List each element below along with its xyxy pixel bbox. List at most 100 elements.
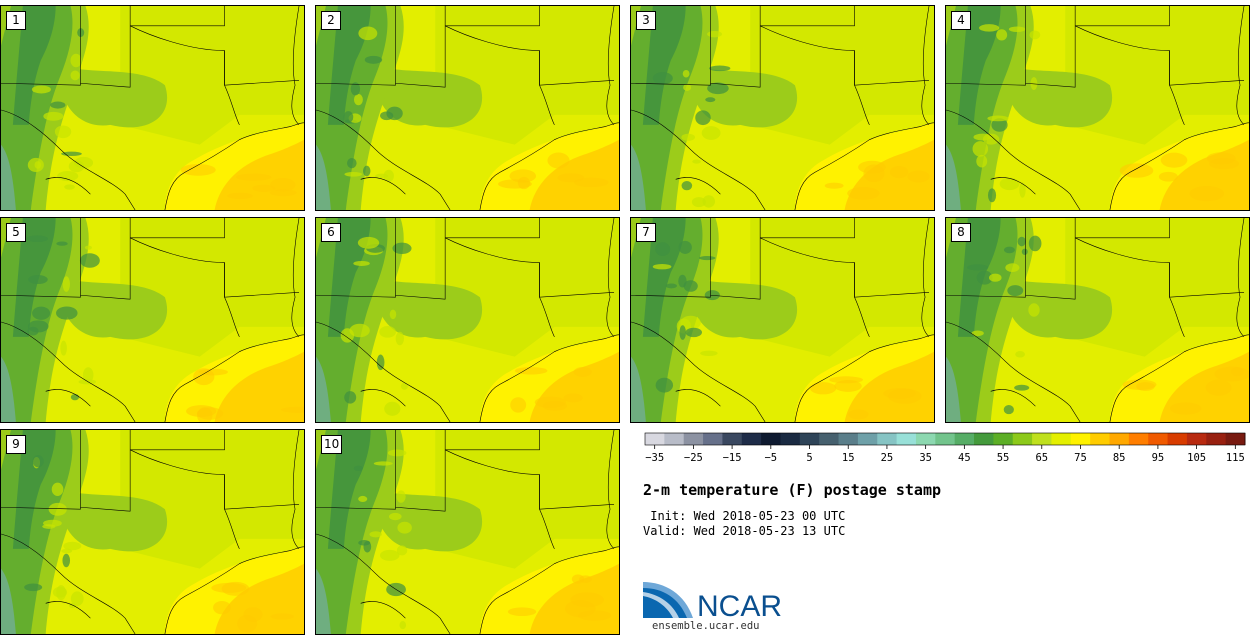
terrain-patch	[42, 524, 56, 529]
colorbar-swatch	[1128, 433, 1149, 445]
terrain-patch	[84, 245, 92, 250]
terrain-patch	[976, 154, 988, 168]
terrain-patch	[681, 180, 693, 191]
member-number-label: 1	[6, 11, 26, 30]
terrain-patch	[48, 502, 67, 516]
warm-water-patch	[809, 382, 837, 395]
state-border	[316, 430, 396, 510]
terrain-patch	[54, 125, 72, 139]
state-border	[539, 509, 555, 549]
warm-water-patch	[213, 600, 231, 615]
mexico-border	[946, 109, 1081, 210]
terrain-patch	[1008, 26, 1026, 33]
terrain-patch	[364, 55, 383, 64]
plains-region	[435, 6, 619, 145]
mountain-peaks	[12, 6, 56, 125]
terrain-patch	[27, 326, 39, 336]
colorbar-swatch	[1032, 433, 1052, 445]
temperature-field	[316, 430, 619, 634]
terrain-patch	[702, 195, 716, 208]
terrain-patch	[665, 283, 678, 289]
terrain-patch	[344, 171, 363, 177]
warm-water-patch	[270, 177, 296, 192]
mexico-border	[990, 389, 1036, 407]
state-border	[445, 449, 615, 510]
state-border	[395, 218, 446, 300]
warm-water-patch	[186, 405, 217, 417]
warm-water-patch	[1119, 163, 1154, 178]
terrain-patch	[705, 97, 716, 103]
terrain-patch	[979, 24, 1000, 32]
terrain-patch	[56, 585, 67, 601]
member-number-label: 8	[951, 223, 971, 242]
state-border	[631, 6, 711, 86]
warm-water-patch	[509, 169, 537, 183]
valley-region	[316, 144, 331, 210]
colorbar-swatch	[1186, 433, 1207, 445]
ncar-logo: NCAR	[643, 582, 782, 620]
warm-water-patch	[198, 368, 228, 376]
plains-region	[1065, 6, 1249, 145]
state-border	[224, 297, 240, 337]
terrain-patch	[64, 184, 75, 190]
temperature-field	[631, 218, 934, 422]
state-border	[80, 218, 131, 300]
warm-water-patch	[1122, 379, 1157, 390]
mexico-border	[990, 177, 1036, 195]
temperature-field	[316, 218, 619, 422]
ensemble-member-map: 10	[315, 429, 620, 635]
cool-region	[59, 65, 168, 128]
state-border	[291, 6, 300, 126]
state-border	[946, 218, 1026, 298]
colorbar-swatch	[645, 433, 665, 445]
terrain-patch	[61, 151, 82, 156]
terrain-patch	[50, 101, 66, 109]
terrain-patch	[655, 377, 674, 393]
cool-region	[59, 277, 168, 340]
mexico-border	[675, 177, 721, 195]
terrain-patch	[1030, 77, 1038, 91]
valley-region	[316, 568, 331, 634]
terrain-patch	[74, 156, 94, 169]
gulf-coast	[794, 334, 934, 422]
mexico-border	[316, 321, 451, 422]
state-border	[130, 237, 300, 298]
state-border	[760, 25, 930, 86]
state-border	[1169, 297, 1185, 337]
mexico-border	[1, 533, 136, 634]
mountain-peaks	[642, 218, 686, 337]
terrain-patch	[679, 325, 686, 340]
terrain-patch	[652, 263, 672, 270]
colorbar-tick-label: 5	[806, 452, 812, 464]
state-border	[445, 25, 615, 86]
colorbar-swatch	[877, 433, 898, 445]
colorbar-tick-label: 15	[842, 452, 855, 464]
terrain-patch	[678, 240, 692, 254]
colorbar-tick-label: 55	[997, 452, 1010, 464]
ensemble-member-map: 7	[630, 217, 935, 423]
warm-water-patch	[858, 160, 886, 174]
terrain-patch	[971, 330, 984, 337]
valley-region	[1, 356, 16, 422]
mexico-border	[360, 601, 406, 619]
terrain-patch	[683, 84, 692, 91]
gulf-coast	[479, 546, 619, 634]
terrain-patch	[976, 270, 993, 285]
state-border	[1075, 6, 1170, 27]
ensemble-member-map: 4	[945, 5, 1250, 211]
temperature-colorbar: −35 −25 −15 −5 5 15 25 35 45 55 65 75 85 95 105 115	[644, 432, 1246, 464]
terrain-patch	[1003, 405, 1014, 415]
member-number-label: 6	[321, 223, 341, 242]
ensemble-member-map: 1	[0, 5, 305, 211]
terrain-patch	[652, 72, 673, 85]
terrain-patch	[51, 482, 64, 497]
colorbar-swatch	[761, 433, 781, 445]
terrain-patch	[31, 85, 51, 94]
terrain-patch	[967, 264, 989, 271]
state-border	[854, 85, 870, 125]
terrain-patch	[691, 197, 706, 208]
terrain-patch	[26, 235, 48, 243]
terrain-patch	[79, 253, 100, 268]
colorbar-tick-label: −15	[723, 452, 742, 464]
plains-region	[435, 218, 619, 357]
